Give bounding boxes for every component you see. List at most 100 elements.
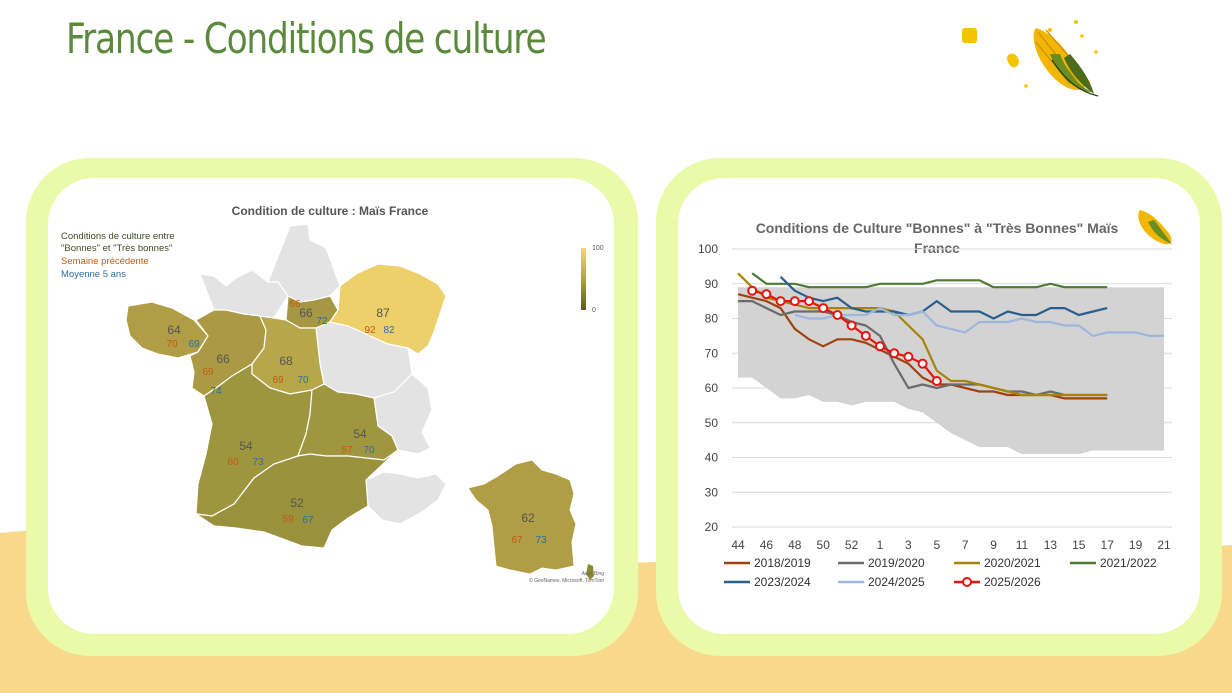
region-aquitaine-current: 54 xyxy=(239,439,253,453)
region-occitanie-previous: 59 xyxy=(282,514,294,525)
x-tick-label: 17 xyxy=(1101,538,1115,552)
region-occitanie-current: 52 xyxy=(290,496,304,510)
range-band xyxy=(738,287,1164,455)
series-point-2025-2026 xyxy=(804,296,814,307)
legend-label-2021-2022: 2021/2022 xyxy=(1100,556,1157,570)
y-tick-label: 20 xyxy=(705,520,719,534)
x-tick-label: 46 xyxy=(760,538,774,552)
x-tick-label: 3 xyxy=(905,538,912,552)
map-title: Condition de culture : Maïs France xyxy=(232,204,429,218)
series-point-2025-2026 xyxy=(903,351,914,362)
corn-logo-icon xyxy=(962,20,1099,97)
region-pdl-previous: 69 xyxy=(202,367,214,378)
series-lines xyxy=(737,272,1164,400)
corsica-inset xyxy=(586,564,594,580)
legend-marker xyxy=(962,577,972,587)
series-point-2025-2026 xyxy=(832,310,843,321)
choropleth-map: Condition de culture : Maïs France Condi… xyxy=(61,204,605,584)
region-grandest-previous: 92 xyxy=(364,325,376,336)
region-idf-avg5: 72 xyxy=(316,316,328,327)
series-line-2024-2025 xyxy=(794,307,1164,337)
x-tick-label: 9 xyxy=(990,538,997,552)
corn-icon xyxy=(1138,210,1172,245)
series-point-2025-2026 xyxy=(818,303,829,314)
color-scale-bar xyxy=(581,248,586,310)
page-title: France - Conditions de culture xyxy=(66,14,547,63)
map-card: Condition de culture : Maïs France Condi… xyxy=(48,178,614,634)
region-bretagne-current: 64 xyxy=(167,323,181,337)
series-point-2025-2026 xyxy=(846,320,857,331)
chart-legend: 2018/2019 2019/2020 2020/2021 2021/2022 2023… xyxy=(724,556,1157,589)
line-chart: Conditions de Culture "Bonnes" à "Très B… xyxy=(698,210,1172,589)
region-centre-previous: 69 xyxy=(272,375,284,386)
legend-label-2025-2026: 2025/2026 xyxy=(984,575,1041,589)
region-grandest-avg5: 82 xyxy=(383,325,395,336)
legend-label-2018-2019: 2018/2019 xyxy=(754,556,811,570)
chart-title-line1: Conditions de Culture "Bonnes" à "Très B… xyxy=(756,220,1119,236)
x-tick-label: 5 xyxy=(933,538,940,552)
y-tick-label: 80 xyxy=(705,312,719,326)
region-provence xyxy=(365,471,447,525)
region-idf-current: 66 xyxy=(299,306,313,320)
map-legend-line1: Conditions de culture entre xyxy=(61,231,175,242)
legend-label-2019-2020: 2019/2020 xyxy=(868,556,925,570)
region-idf-previous: 66 xyxy=(289,299,301,310)
france-total-previous: 67 xyxy=(511,535,523,546)
region-occitanie xyxy=(195,449,399,549)
series-point-2025-2026 xyxy=(761,289,772,300)
x-tick-label: 1 xyxy=(877,538,884,552)
range-band-area xyxy=(738,287,1164,455)
region-auvergne-avg5: 70 xyxy=(363,445,375,456)
series-point-2025-2026 xyxy=(889,348,900,359)
region-pdl-current: 66 xyxy=(216,352,230,366)
y-tick-label: 100 xyxy=(698,242,718,256)
series-line-2020-2021 xyxy=(737,272,1108,397)
series-line-2019-2020 xyxy=(738,300,1108,397)
y-tick-label: 60 xyxy=(705,381,719,395)
series-point-2025-2026 xyxy=(775,296,786,307)
y-tick-label: 50 xyxy=(705,416,719,430)
region-centre-current: 68 xyxy=(279,354,293,368)
region-bretagne xyxy=(125,301,209,359)
france-overview-inset xyxy=(467,459,577,575)
region-aquitaine-previous: 60 xyxy=(227,457,239,468)
y-tick-label: 70 xyxy=(705,346,719,360)
region-grandest-current: 87 xyxy=(376,306,390,320)
series-point-2025-2026 xyxy=(917,358,928,369)
france-total-avg5: 73 xyxy=(535,535,547,546)
x-tick-label: 13 xyxy=(1044,538,1058,552)
region-auvergne-current: 54 xyxy=(353,427,367,441)
region-bretagne-previous: 70 xyxy=(166,339,178,350)
chart-card: Conditions de Culture "Bonnes" à "Très B… xyxy=(678,178,1200,634)
x-tick-label: 19 xyxy=(1129,538,1143,552)
series-point-2025-2026 xyxy=(875,341,885,352)
map-legend-previous-week: Semaine précédente xyxy=(61,256,149,267)
region-occitanie-avg5: 67 xyxy=(302,515,314,526)
color-scale-min: 0 xyxy=(592,307,596,314)
x-tick-label: 21 xyxy=(1157,538,1171,552)
series-point-2025-2026 xyxy=(860,330,871,341)
legend-label-2024-2025: 2024/2025 xyxy=(868,575,925,589)
map-legend-5yr-average: Moyenne 5 ans xyxy=(61,269,126,280)
chart-title-line2: France xyxy=(914,240,960,256)
x-tick-label: 7 xyxy=(962,538,969,552)
region-grand-est xyxy=(329,263,447,355)
region-centre-avg5: 70 xyxy=(297,375,309,386)
x-tick-label: 52 xyxy=(845,538,859,552)
x-tick-label: 15 xyxy=(1072,538,1086,552)
y-tick-label: 30 xyxy=(705,485,719,499)
region-aquitaine-avg5: 73 xyxy=(252,457,264,468)
map-attribution-line2: © GeoNames, Microsoft, TomTom xyxy=(529,577,604,584)
map-legend-line2: "Bonnes" et "Très bonnes" xyxy=(61,243,172,254)
series-point-2025-2026 xyxy=(747,285,758,296)
region-rhone-alpes xyxy=(373,373,433,455)
france-total-current: 62 xyxy=(521,511,535,525)
y-tick-label: 40 xyxy=(705,451,719,465)
map-attribution-line1: Avec Bing xyxy=(582,571,605,577)
y-tick-label: 90 xyxy=(705,277,719,291)
x-tick-label: 48 xyxy=(788,538,802,552)
series-line-2023-2024 xyxy=(779,276,1108,320)
series-point-2025-2026 xyxy=(931,376,942,387)
x-tick-label: 50 xyxy=(817,538,831,552)
